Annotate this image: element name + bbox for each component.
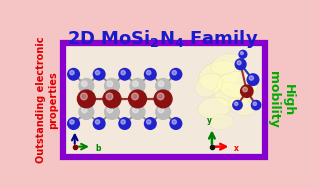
Circle shape (129, 90, 146, 108)
Circle shape (133, 107, 138, 113)
Ellipse shape (211, 114, 234, 130)
Circle shape (172, 70, 176, 75)
Circle shape (130, 78, 145, 93)
Circle shape (95, 120, 100, 124)
Circle shape (93, 68, 105, 80)
Ellipse shape (228, 97, 255, 116)
Circle shape (145, 118, 156, 129)
Circle shape (103, 90, 121, 108)
Circle shape (146, 70, 151, 75)
Text: $\mathbf{2D\ MoSi_2N_4\ Family}$: $\mathbf{2D\ MoSi_2N_4\ Family}$ (67, 28, 259, 50)
Circle shape (251, 100, 261, 110)
Circle shape (158, 81, 164, 87)
Circle shape (93, 118, 105, 129)
Circle shape (172, 120, 176, 124)
Circle shape (121, 120, 125, 124)
Ellipse shape (199, 61, 241, 91)
Circle shape (130, 105, 145, 119)
Circle shape (133, 81, 138, 87)
Circle shape (119, 118, 130, 129)
Circle shape (107, 81, 113, 87)
Circle shape (241, 52, 243, 55)
Text: y: y (207, 116, 212, 125)
Circle shape (132, 93, 138, 100)
Circle shape (157, 93, 164, 100)
Circle shape (106, 93, 113, 100)
Text: x: x (234, 144, 239, 153)
Circle shape (158, 107, 164, 113)
Circle shape (249, 76, 254, 80)
Circle shape (70, 120, 74, 124)
Circle shape (82, 81, 87, 87)
Circle shape (234, 102, 238, 105)
Circle shape (233, 100, 242, 110)
Circle shape (70, 70, 74, 75)
Circle shape (79, 105, 94, 119)
Circle shape (78, 90, 95, 108)
Ellipse shape (214, 83, 250, 108)
Circle shape (241, 85, 253, 97)
Circle shape (105, 78, 119, 93)
Circle shape (146, 120, 151, 124)
Text: Outstanding electronic
properties: Outstanding electronic properties (36, 36, 58, 163)
Circle shape (121, 70, 125, 75)
Circle shape (82, 107, 87, 113)
Circle shape (239, 50, 247, 58)
Circle shape (170, 118, 182, 129)
Circle shape (237, 61, 241, 65)
Circle shape (95, 70, 100, 75)
Circle shape (154, 90, 172, 108)
Circle shape (170, 68, 182, 80)
Ellipse shape (195, 73, 223, 97)
Circle shape (247, 74, 259, 85)
Circle shape (80, 93, 87, 100)
Circle shape (156, 105, 170, 119)
Ellipse shape (198, 97, 231, 119)
Circle shape (79, 78, 94, 93)
Text: High
mobility: High mobility (267, 71, 295, 128)
Circle shape (145, 68, 156, 80)
Circle shape (105, 105, 119, 119)
Bar (63, 43, 265, 157)
Text: b: b (95, 144, 100, 153)
Circle shape (68, 118, 79, 129)
Circle shape (119, 68, 130, 80)
Text: a: a (67, 119, 72, 128)
Circle shape (253, 102, 256, 105)
Circle shape (235, 59, 246, 70)
Circle shape (243, 87, 248, 92)
Ellipse shape (217, 71, 258, 99)
Circle shape (107, 107, 113, 113)
Circle shape (68, 68, 79, 80)
Ellipse shape (211, 53, 241, 75)
Circle shape (156, 78, 170, 93)
